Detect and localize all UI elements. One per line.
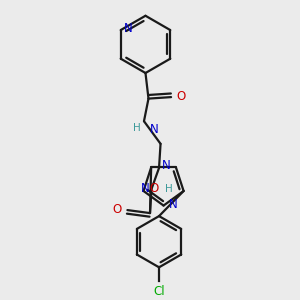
Text: O: O xyxy=(176,90,186,103)
Text: N: N xyxy=(169,198,178,211)
Text: N: N xyxy=(162,159,170,172)
Text: H: H xyxy=(165,184,173,194)
Text: H: H xyxy=(133,123,141,133)
Text: Cl: Cl xyxy=(153,285,165,298)
Text: N: N xyxy=(124,22,133,35)
Text: N: N xyxy=(149,123,158,136)
Text: O: O xyxy=(113,203,122,216)
Text: O: O xyxy=(149,182,158,195)
Text: N: N xyxy=(141,182,150,196)
